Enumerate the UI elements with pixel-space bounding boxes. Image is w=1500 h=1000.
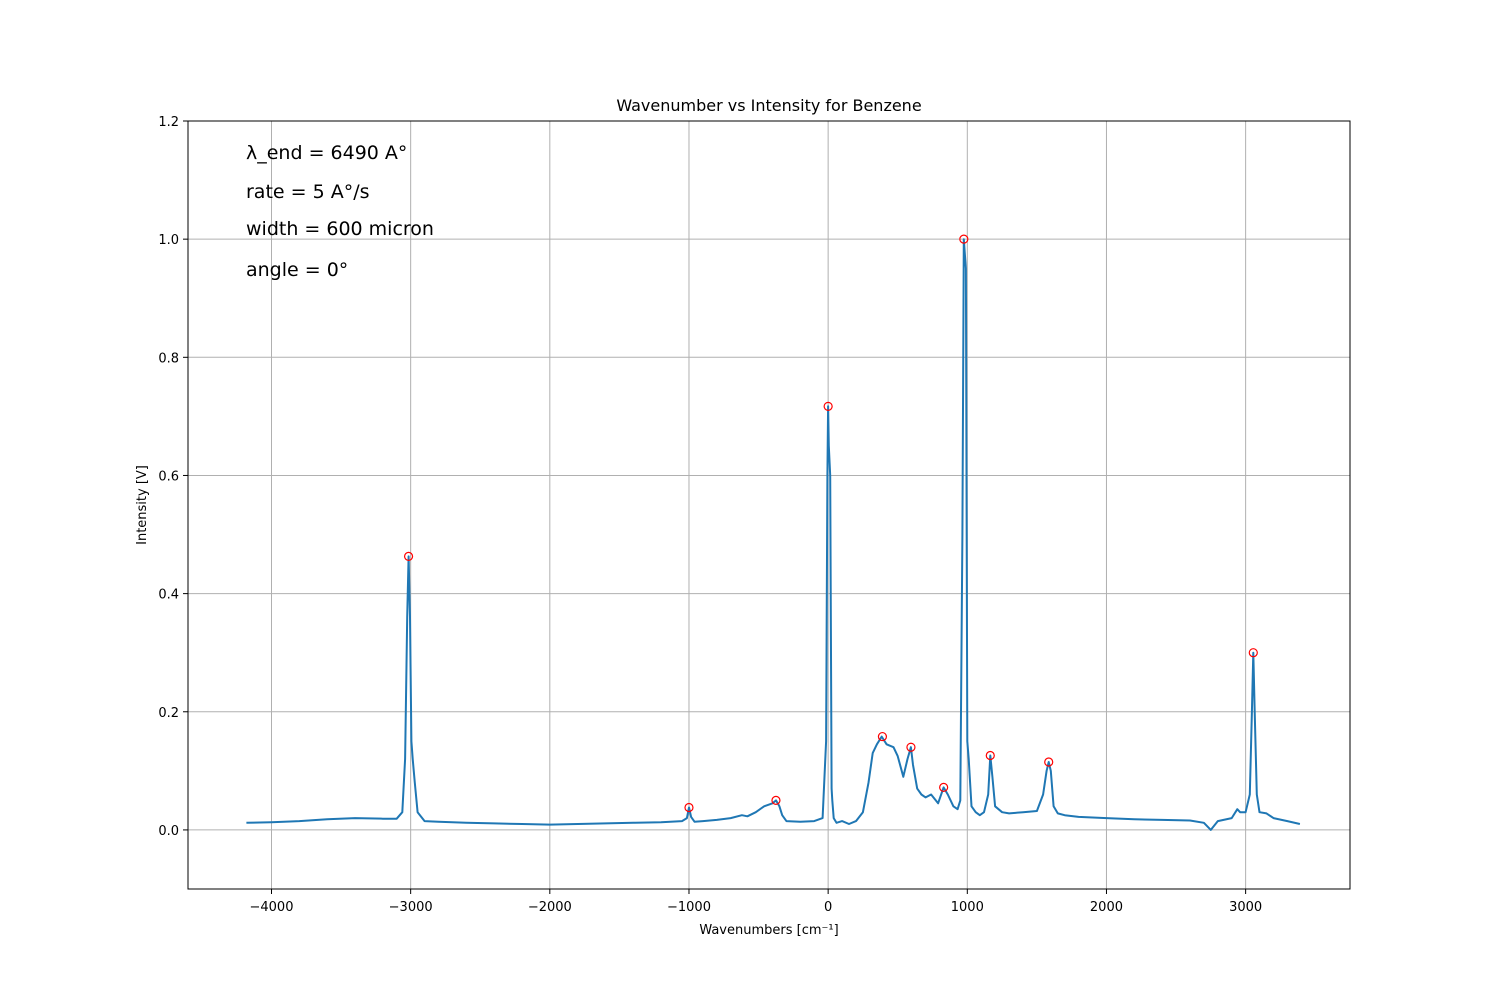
peak-marker	[1248, 648, 1258, 658]
peak-marker	[684, 802, 694, 813]
peak-marker	[823, 401, 833, 411]
y-tick-label: 0.6	[158, 469, 179, 484]
chart-title: Wavenumber vs Intensity for Benzene	[616, 96, 921, 115]
annotation-block: λ_end = 6490 A° rate = 5 A°/s width = 60…	[246, 142, 434, 281]
annotation-rate: rate = 5 A°/s	[246, 181, 370, 203]
x-tick-label: 3000	[1229, 900, 1262, 915]
y-tick-label: 0.8	[158, 351, 179, 366]
annotation-width: width = 600 micron	[246, 218, 434, 240]
x-axis-label: Wavenumbers [cm⁻¹]	[699, 923, 838, 938]
x-tick-label: −3000	[389, 900, 433, 915]
y-tick-label: 0.4	[158, 588, 179, 603]
peak-marker	[939, 782, 949, 792]
y-tick-label: 1.0	[158, 233, 179, 248]
y-axis-ticks: 0.0 0.2 0.4 0.6 0.8 1.0 1.2	[158, 115, 188, 839]
annotation-lambda: λ_end = 6490 A°	[246, 142, 407, 164]
y-tick-label: 1.2	[158, 115, 179, 130]
peak-marker	[959, 234, 969, 244]
x-tick-label: −4000	[250, 900, 294, 915]
plot-frame	[187, 120, 1351, 890]
peak-marker	[877, 731, 888, 742]
x-tick-label: 0	[824, 900, 832, 915]
annotation-angle: angle = 0°	[246, 259, 348, 281]
series-layer	[246, 238, 1301, 831]
spectrum-line	[246, 238, 1301, 831]
peak-marker	[771, 795, 781, 805]
peak-marker	[985, 750, 995, 761]
x-tick-label: 1000	[951, 900, 984, 915]
y-tick-label: 0.0	[158, 824, 179, 839]
peak-markers	[403, 234, 1258, 813]
x-tick-label: −1000	[667, 900, 711, 915]
peak-marker	[403, 551, 414, 561]
peak-marker	[906, 742, 916, 752]
peak-marker	[1044, 757, 1054, 767]
y-axis-label: Intensity [V]	[135, 465, 150, 545]
x-tick-label: −2000	[528, 900, 572, 915]
x-tick-label: 2000	[1090, 900, 1123, 915]
x-axis-ticks: −4000 −3000 −2000 −1000 0 1000 2000 3000	[250, 889, 1262, 915]
y-tick-label: 0.2	[158, 706, 179, 721]
